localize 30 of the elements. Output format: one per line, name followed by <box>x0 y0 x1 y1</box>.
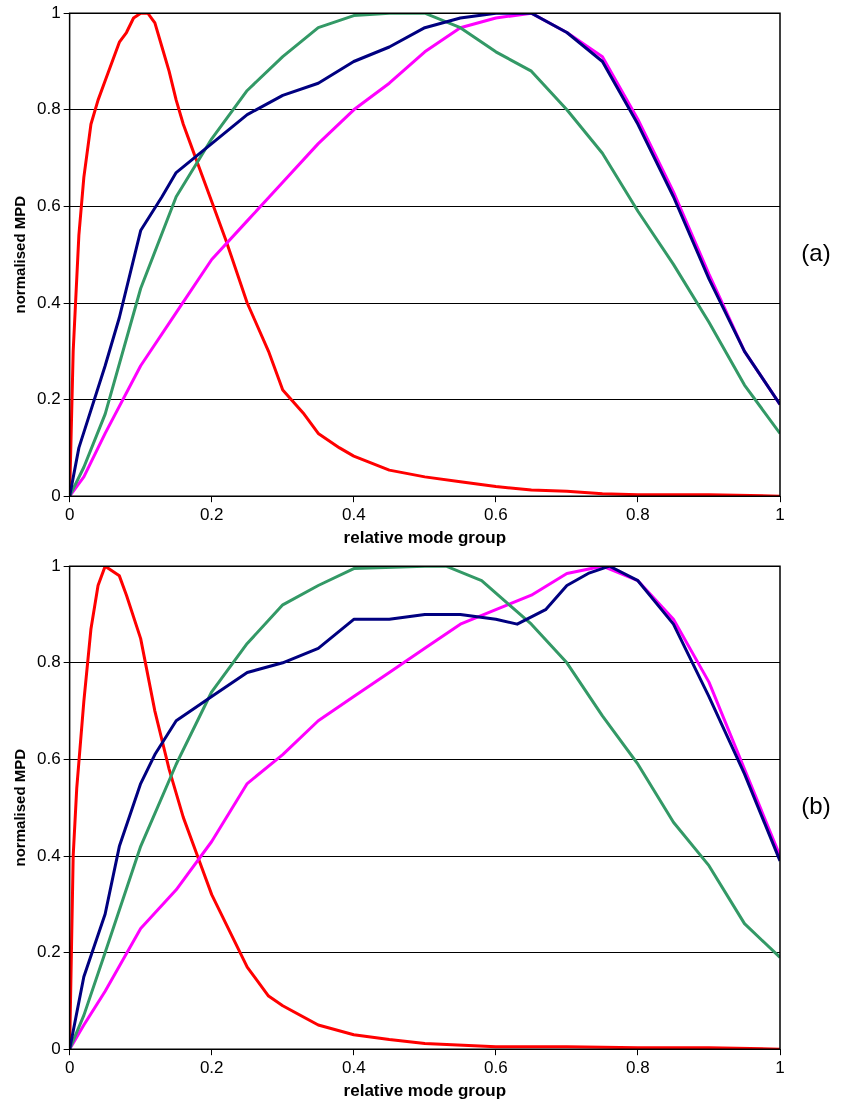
y-tick-label: 1 <box>51 2 61 22</box>
y-tick-label: 0.2 <box>36 942 61 962</box>
x-axis-title: relative mode group <box>343 528 507 548</box>
x-tick-label: 1 <box>775 1058 785 1078</box>
x-tick-label: 0.2 <box>199 1058 224 1078</box>
text: (b) <box>801 792 831 820</box>
x-axis-title: relative mode group <box>343 1081 507 1101</box>
x-tick-label: 0.8 <box>626 1058 650 1078</box>
y-tick-label: 0.8 <box>36 99 61 119</box>
x-tick-label: 1 <box>775 505 785 525</box>
x-tick-label: 0.8 <box>626 505 650 525</box>
text: (a) <box>801 239 831 267</box>
y-tick-label: 0.6 <box>36 749 61 769</box>
x-tick-label: 0.6 <box>484 505 508 525</box>
x-tick-label: 0.4 <box>341 1058 366 1078</box>
y-tick-label: 0.6 <box>36 196 61 216</box>
y-tick-label: 0 <box>51 1038 61 1058</box>
x-tick-label: 0.2 <box>199 505 224 525</box>
x-tick-label: 0.6 <box>484 1058 508 1078</box>
x-tick-label: 0.4 <box>341 505 366 525</box>
y-tick-label: 0.2 <box>36 389 61 409</box>
x-tick-label: 0 <box>64 1058 75 1078</box>
y-tick-label: 1 <box>51 555 61 575</box>
x-tick-label: 0 <box>64 505 75 525</box>
y-tick-label: 0 <box>51 485 61 505</box>
y-tick-label: 0.8 <box>36 652 61 672</box>
y-axis-title: normalised MPD <box>11 195 29 314</box>
y-tick-label: 0.4 <box>36 292 61 312</box>
y-axis-title: normalised MPD <box>11 748 29 867</box>
y-tick-label: 0.4 <box>36 845 61 865</box>
